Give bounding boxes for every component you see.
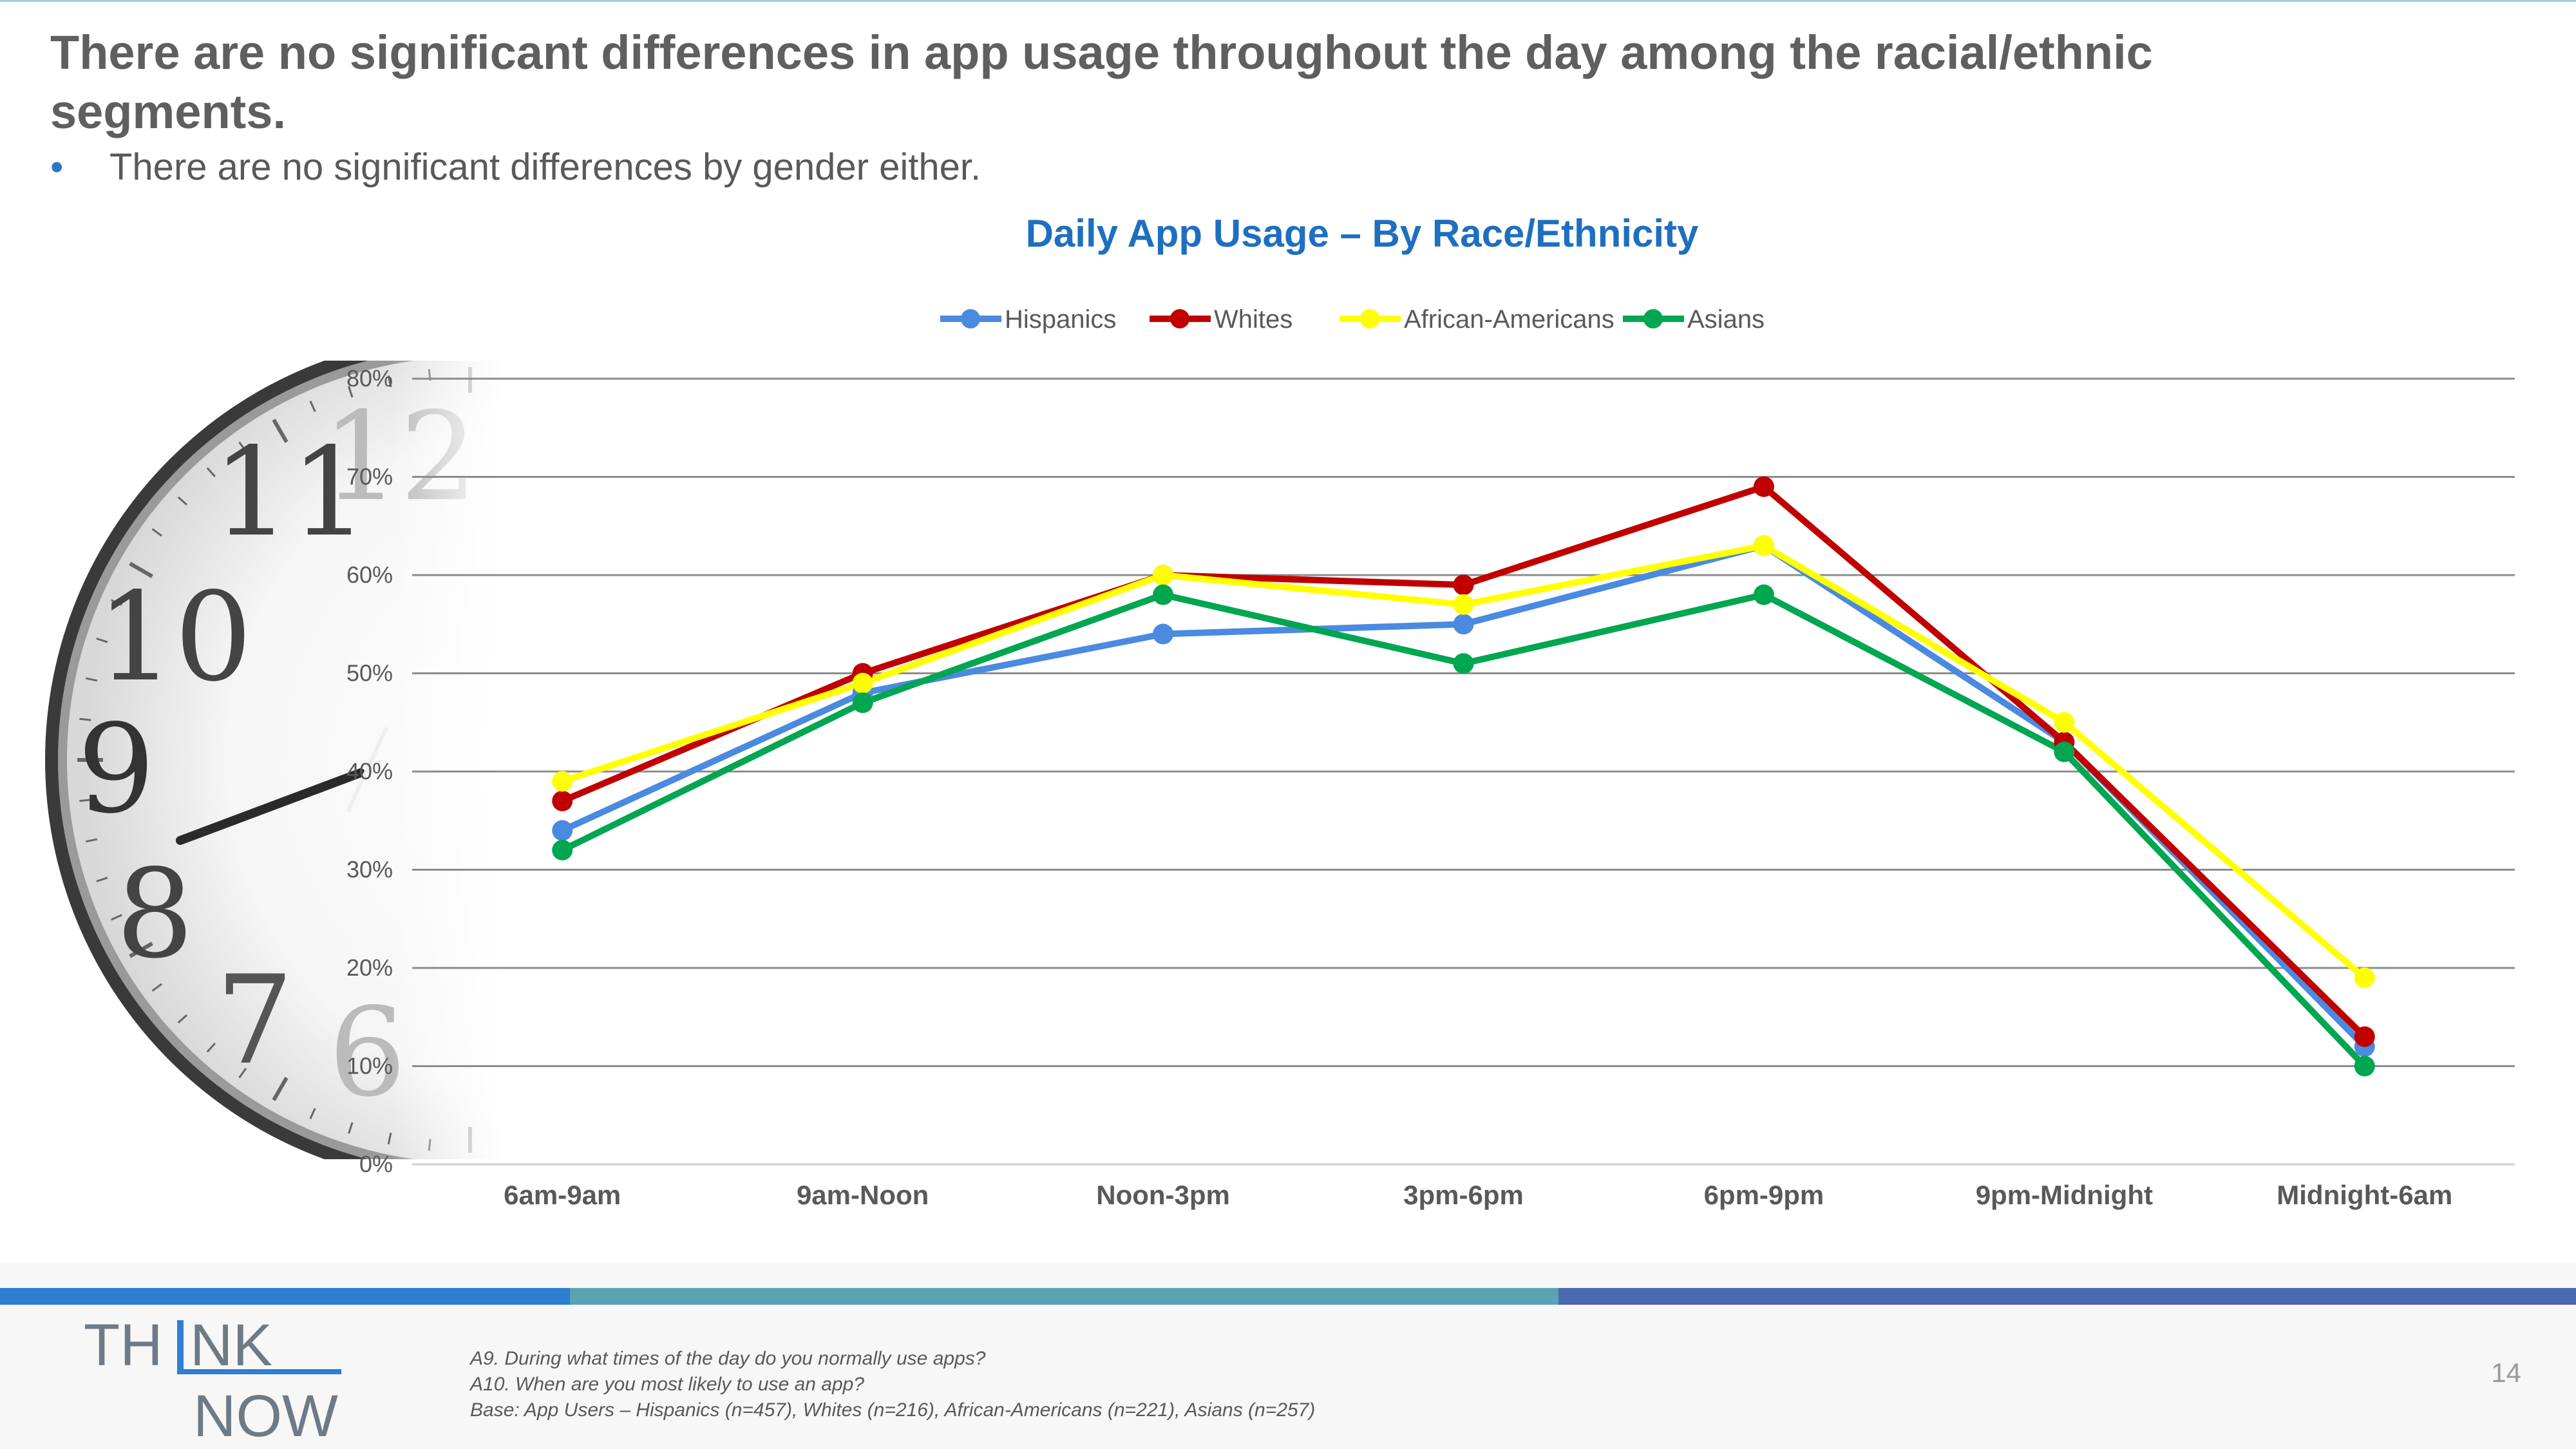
data-point xyxy=(2054,741,2075,762)
bullet-point: • There are no significant differences by… xyxy=(50,146,981,189)
y-tick-label: 50% xyxy=(346,660,393,687)
data-point xyxy=(552,820,573,841)
data-point xyxy=(852,692,873,714)
y-tick-label: 60% xyxy=(346,562,393,588)
x-tick-label: 3pm-6pm xyxy=(1403,1180,1524,1210)
data-point xyxy=(2354,967,2375,989)
logo-text-now: NOW xyxy=(193,1383,338,1443)
bullet-text: There are no significant differences by … xyxy=(109,146,981,188)
logo-i-bar xyxy=(177,1320,184,1369)
y-tick-label: 10% xyxy=(346,1053,393,1079)
footnotes: A9. During what times of the day do you … xyxy=(470,1346,1315,1423)
x-tick-label: Noon-3pm xyxy=(1096,1180,1230,1210)
data-point xyxy=(552,840,573,860)
y-tick-label: 70% xyxy=(346,464,393,490)
x-tick-label: Midnight-6am xyxy=(2277,1180,2452,1210)
x-tick-label: 9pm-Midnight xyxy=(1976,1180,2153,1210)
x-axis-labels: 6am-9am 9am-Noon Noon-3pm 3pm-6pm 6pm-9pm 9pm… xyxy=(504,1180,2452,1210)
x-tick-label: 6pm-9pm xyxy=(1704,1180,1824,1210)
data-point xyxy=(1453,574,1474,596)
logo-text-th: TH xyxy=(84,1314,163,1378)
gridlines xyxy=(412,377,2515,1166)
clock-fade xyxy=(0,361,502,1159)
data-point xyxy=(2054,712,2075,733)
y-tick-label: 20% xyxy=(346,954,393,981)
x-tick-label: 6am-9am xyxy=(504,1180,621,1210)
data-point xyxy=(1753,535,1774,556)
series-points xyxy=(552,476,2375,1077)
legend-label: Hispanics xyxy=(1005,305,1116,334)
legend-swatch-marker xyxy=(1643,309,1663,328)
data-point xyxy=(1453,614,1474,635)
legend-label: Asians xyxy=(1687,305,1765,334)
data-point xyxy=(852,672,873,694)
y-tick-label: 30% xyxy=(346,857,393,883)
data-point xyxy=(1153,584,1174,605)
y-tick-label: 40% xyxy=(346,758,393,784)
data-point xyxy=(552,771,573,792)
legend-label: African-Americans xyxy=(1404,305,1615,334)
top-rule xyxy=(0,0,2576,2)
series-line xyxy=(561,483,2367,1039)
y-tick-label: 0% xyxy=(359,1151,393,1177)
line-chart: 0% 10% 20% 30% 40% 50% 60% 70% 80% 6am-9am 9am-No… xyxy=(346,305,2515,1210)
data-point xyxy=(2354,1026,2375,1047)
page-number: 14 xyxy=(2491,1358,2521,1388)
legend-swatch-marker xyxy=(961,309,980,328)
data-point xyxy=(1753,584,1774,605)
data-point xyxy=(2354,1056,2375,1077)
data-point xyxy=(1753,476,1774,497)
slide-headline: There are no significant differences in … xyxy=(50,26,2153,138)
data-point xyxy=(1453,594,1474,615)
chart-legend: Hispanics Whites African-Americans Asians xyxy=(940,305,1765,334)
clock-illustration: 11 12 10 9 8 7 6 xyxy=(0,361,502,1159)
data-point xyxy=(1453,653,1474,674)
x-tick-label: 9am-Noon xyxy=(797,1180,929,1210)
data-point xyxy=(552,790,573,811)
footnote-base: Base: App Users – Hispanics (n=457), Whi… xyxy=(470,1399,1316,1421)
data-point xyxy=(1153,623,1174,645)
logo-text-nk: NK xyxy=(190,1314,272,1378)
bullet-dot-icon: • xyxy=(50,146,64,188)
footer-stripe-navy xyxy=(1558,1288,2576,1305)
y-tick-label: 80% xyxy=(346,365,393,392)
legend-swatch-marker xyxy=(1170,309,1189,328)
data-point xyxy=(1153,565,1174,585)
footer-stripe-blue xyxy=(0,1288,570,1305)
legend-swatch-marker xyxy=(1360,309,1379,328)
thinknow-logo: TH NK NOW xyxy=(84,1314,341,1443)
footnote-a10: A10. When are you most likely to use an … xyxy=(470,1374,865,1395)
footnote-a9: A9. During what times of the day do you … xyxy=(470,1348,986,1369)
legend-label: Whites xyxy=(1214,305,1293,334)
chart-title: Daily App Usage – By Race/Ethnicity xyxy=(1025,212,1699,255)
footer-stripe-teal xyxy=(570,1288,1558,1305)
y-axis-labels: 0% 10% 20% 30% 40% 50% 60% 70% 80% xyxy=(346,365,393,1177)
series-lines xyxy=(561,483,2367,1068)
logo-underline xyxy=(177,1369,341,1374)
